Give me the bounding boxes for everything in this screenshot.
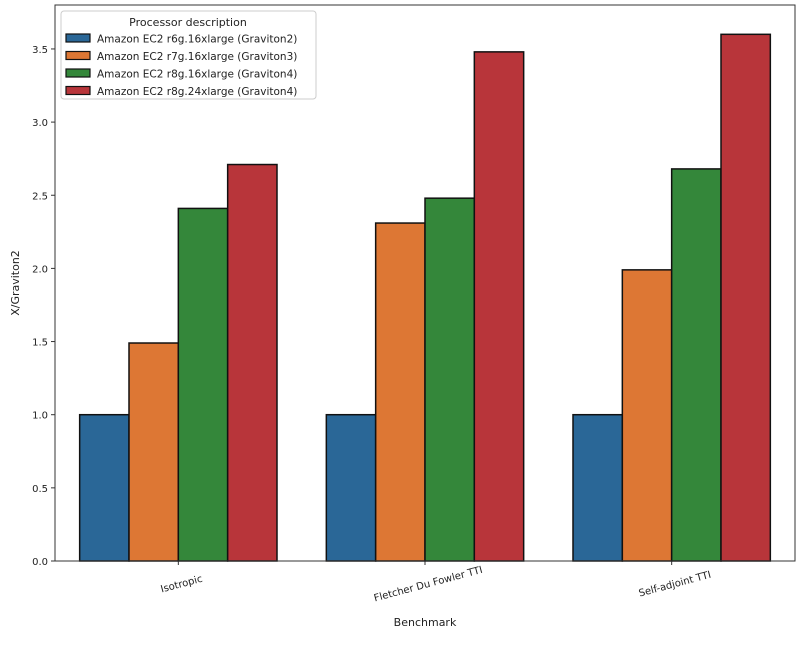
x-axis-label: Benchmark — [394, 616, 457, 629]
bar-self-adjoint-tti-series-3 — [670, 168, 722, 562]
y-tick-label: 3.5 — [32, 45, 48, 56]
x-tick-label: Isotropic — [160, 574, 204, 596]
bar-self-adjoint-tti-series-2 — [621, 269, 673, 562]
legend-entry-label: Amazon EC2 r8g.24xlarge (Graviton4) — [97, 86, 297, 98]
y-tick-label: 1.0 — [32, 411, 48, 422]
bar-fletcher-du-fowler-tti-series-4 — [473, 51, 525, 562]
bar-self-adjoint-tti-series-1 — [572, 413, 624, 562]
bar-self-adjoint-tti-series-4 — [720, 33, 772, 562]
legend-swatch — [65, 33, 91, 43]
bar-fletcher-du-fowler-tti-series-2 — [374, 222, 426, 562]
legend-swatch — [65, 50, 91, 61]
bar-fletcher-du-fowler-tti-series-1 — [325, 413, 377, 562]
legend-title: Processor description — [129, 16, 247, 29]
x-axis: Isotropic Fletcher Du Fowler TTI Self-adjo… — [160, 561, 713, 605]
legend: Processor description Amazon EC2 r6g.16x… — [60, 10, 317, 100]
y-tick-label: 2.5 — [32, 191, 48, 202]
x-tick-label: Self-adjoint TTI — [638, 570, 713, 600]
legend-swatch — [65, 85, 91, 96]
y-tick-label: 2.0 — [32, 264, 48, 275]
y-axis: 0.0 0.5 1.0 1.5 2.0 2.5 3.0 3.5 — [32, 45, 55, 568]
bar-isotropic-series-1 — [78, 413, 130, 562]
y-tick-label: 1.5 — [32, 338, 48, 349]
bar-fletcher-du-fowler-tti-series-3 — [424, 197, 476, 562]
legend-entry-label: Amazon EC2 r6g.16xlarge (Graviton2) — [97, 34, 297, 46]
bar-isotropic-series-2 — [128, 342, 180, 562]
y-tick-label: 0.5 — [32, 484, 48, 495]
bars-layer — [78, 33, 772, 562]
bar-isotropic-series-4 — [226, 163, 278, 562]
y-axis-label: X/Graviton2 — [9, 250, 22, 316]
x-tick-label: Fletcher Du Fowler TTI — [373, 565, 484, 605]
legend-entry-label: Amazon EC2 r7g.16xlarge (Graviton3) — [97, 51, 297, 63]
y-tick-label: 0.0 — [32, 557, 48, 568]
y-tick-label: 3.0 — [32, 118, 48, 129]
legend-entry-label: Amazon EC2 r8g.16xlarge (Graviton4) — [97, 69, 297, 81]
legend-swatch — [65, 68, 91, 78]
bar-isotropic-series-3 — [177, 207, 229, 562]
legend-box — [60, 10, 317, 100]
